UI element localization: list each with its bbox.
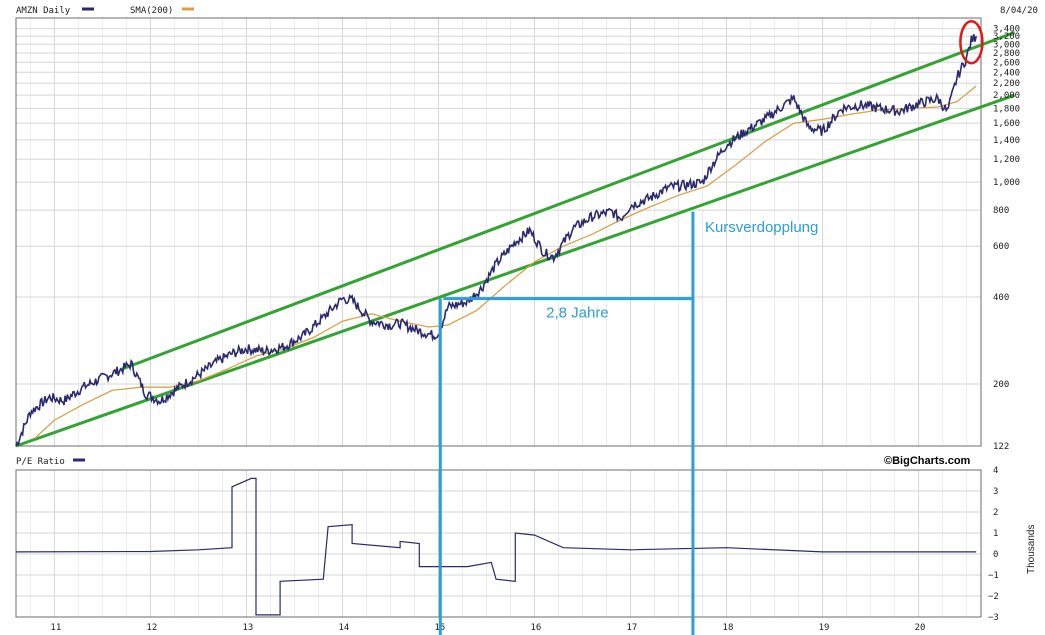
- price-chart-grid: [16, 18, 981, 447]
- x-tick-label: 12: [146, 623, 157, 633]
- pe-y-tick-label: −2: [988, 592, 999, 602]
- doubling-annotation: Kursverdopplung: [705, 219, 818, 236]
- price-y-tick-label: 2,200: [993, 79, 1020, 89]
- price-chart-plot: [15, 19, 1016, 448]
- x-tick-label: 13: [242, 623, 253, 633]
- price-y-tick-label: 1,000: [993, 178, 1020, 188]
- recent-high-highlight: [959, 19, 984, 65]
- price-y-tick-label: 3,000: [993, 40, 1020, 50]
- upper-channel: [121, 30, 1016, 371]
- x-tick-label: 16: [531, 623, 542, 633]
- pe-axis-label: Thousands: [1026, 525, 1037, 574]
- sma-200-line: [34, 85, 977, 439]
- pe-chart-plot: [15, 477, 977, 616]
- pe-chart-frame: [15, 469, 982, 618]
- price-y-tick-label: 1,200: [993, 155, 1020, 165]
- price-y-tick-label: 800: [993, 206, 1009, 216]
- price-y-tick-label: 400: [993, 293, 1009, 303]
- price-y-tick-label: 3,200: [993, 32, 1020, 42]
- price-y-tick-label: 122: [993, 442, 1009, 452]
- pe-y-tick-label: 4: [993, 466, 998, 476]
- pe-legend-label: P/E Ratio: [16, 457, 65, 467]
- price-y-tick-label: 2,800: [993, 49, 1020, 59]
- price-chart-frame: [15, 17, 982, 447]
- pe-y-tick-label: −3: [988, 613, 999, 623]
- amzn-price-line: [15, 34, 977, 447]
- pe-chart-grid: [16, 469, 981, 618]
- pe-ratio-line: [15, 477, 977, 616]
- pe-y-tick-label: −1: [988, 571, 999, 581]
- chart-date: 8/04/20: [1000, 6, 1038, 16]
- price-y-tick-label: 2,000: [993, 91, 1020, 101]
- pe-y-tick-label: 0: [993, 550, 998, 560]
- price-y-tick-label: 2,600: [993, 58, 1020, 68]
- price-y-tick-label: 1,600: [993, 119, 1020, 129]
- x-tick-label: 19: [819, 623, 830, 633]
- bigcharts-brand: ©BigCharts.com: [884, 455, 971, 467]
- x-tick-label: 17: [627, 623, 638, 633]
- annotations: 2,8 Jahre Kursverdopplung: [438, 211, 818, 635]
- price-y-tick-label: 2,400: [993, 68, 1020, 78]
- pe-y-tick-label: 2: [993, 508, 998, 518]
- sma-legend-label: SMA(200): [130, 6, 173, 16]
- price-y-tick-label: 200: [993, 380, 1009, 390]
- x-tick-label: 20: [915, 623, 926, 633]
- x-tick-label: 18: [723, 623, 734, 633]
- pe-y-tick-label: 3: [993, 487, 998, 497]
- price-y-tick-label: 600: [993, 242, 1009, 252]
- x-tick-label: 14: [338, 623, 349, 633]
- price-y-tick-label: 3,400: [993, 25, 1020, 35]
- axis-labels: 111213141516171819203,4003,2003,0002,800…: [50, 25, 1020, 633]
- price-y-tick-label: 1,400: [993, 136, 1020, 146]
- lower-channel: [15, 93, 1016, 448]
- pe-y-tick-label: 1: [993, 529, 998, 539]
- duration-annotation: 2,8 Jahre: [546, 305, 609, 322]
- price-y-tick-label: 1,800: [993, 104, 1020, 114]
- ticker-legend-label: AMZN Daily: [16, 6, 71, 16]
- x-tick-label: 11: [50, 623, 61, 633]
